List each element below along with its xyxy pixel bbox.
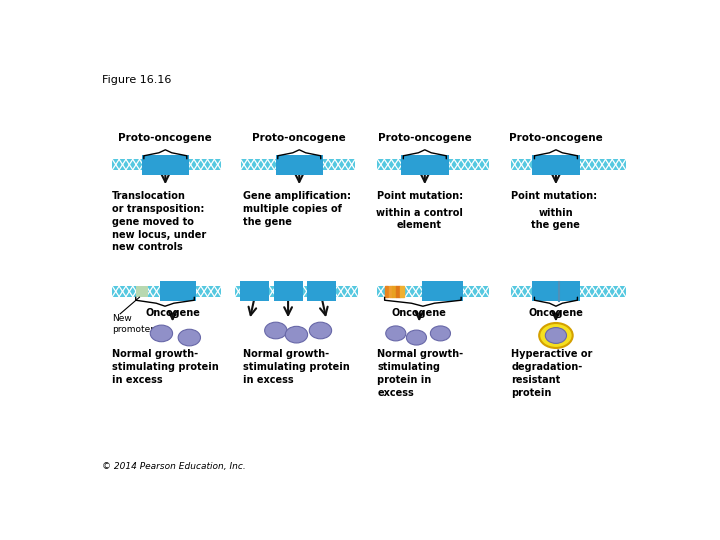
Circle shape	[539, 323, 572, 348]
Bar	[136, 286, 148, 297]
Bar	[392, 286, 396, 297]
Circle shape	[310, 322, 332, 339]
Text: Figure 16.16: Figure 16.16	[102, 75, 171, 85]
Bar	[396, 286, 400, 297]
Circle shape	[386, 326, 406, 341]
Bar	[240, 159, 355, 171]
Bar	[532, 281, 580, 301]
Bar	[511, 286, 626, 297]
Text: Point mutation:: Point mutation:	[511, 191, 598, 201]
Text: Proto-oncogene: Proto-oncogene	[378, 133, 472, 143]
Bar	[511, 159, 626, 171]
Text: Translocation
or transposition:
gene moved to
new locus, under
new controls: Translocation or transposition: gene mov…	[112, 191, 207, 252]
Bar	[401, 154, 449, 174]
Text: Normal growth-
stimulating protein
in excess: Normal growth- stimulating protein in ex…	[112, 349, 219, 385]
Text: Oncogene: Oncogene	[145, 308, 200, 318]
Bar	[276, 154, 323, 174]
Bar	[400, 286, 404, 297]
Text: Hyperactive or
degradation-
resistant
protein: Hyperactive or degradation- resistant pr…	[511, 349, 593, 397]
Bar	[307, 281, 336, 301]
Bar	[389, 286, 392, 297]
Text: within
the gene: within the gene	[531, 208, 580, 230]
Text: Oncogene: Oncogene	[392, 308, 446, 318]
Text: Proto-oncogene: Proto-oncogene	[253, 133, 346, 143]
Bar	[142, 154, 189, 174]
Bar	[240, 281, 269, 301]
Circle shape	[406, 330, 426, 345]
Bar	[532, 154, 580, 174]
Text: Normal growth-
stimulating
protein in
excess: Normal growth- stimulating protein in ex…	[377, 349, 464, 397]
Circle shape	[265, 322, 287, 339]
Text: © 2014 Pearson Education, Inc.: © 2014 Pearson Education, Inc.	[102, 462, 246, 471]
Text: Oncogene: Oncogene	[528, 308, 583, 318]
Bar	[377, 159, 489, 171]
Bar	[384, 286, 388, 297]
Bar	[112, 159, 221, 171]
Bar	[112, 286, 221, 297]
Circle shape	[178, 329, 200, 346]
Bar	[423, 281, 463, 301]
Circle shape	[150, 325, 173, 342]
Bar	[161, 281, 196, 301]
Text: within a control
element: within a control element	[376, 208, 463, 230]
Circle shape	[285, 326, 307, 343]
Text: Point mutation:: Point mutation:	[377, 191, 464, 201]
Text: Proto-oncogene: Proto-oncogene	[509, 133, 603, 143]
Bar	[235, 286, 358, 297]
Text: New
promoter: New promoter	[112, 314, 154, 334]
Text: Normal growth-
stimulating protein
in excess: Normal growth- stimulating protein in ex…	[243, 349, 350, 385]
Text: Proto-oncogene: Proto-oncogene	[119, 133, 212, 143]
Bar	[377, 286, 489, 297]
Bar	[274, 281, 302, 301]
Circle shape	[545, 328, 567, 343]
Circle shape	[431, 326, 451, 341]
Text: Gene amplification:
multiple copies of
the gene: Gene amplification: multiple copies of t…	[243, 191, 351, 227]
